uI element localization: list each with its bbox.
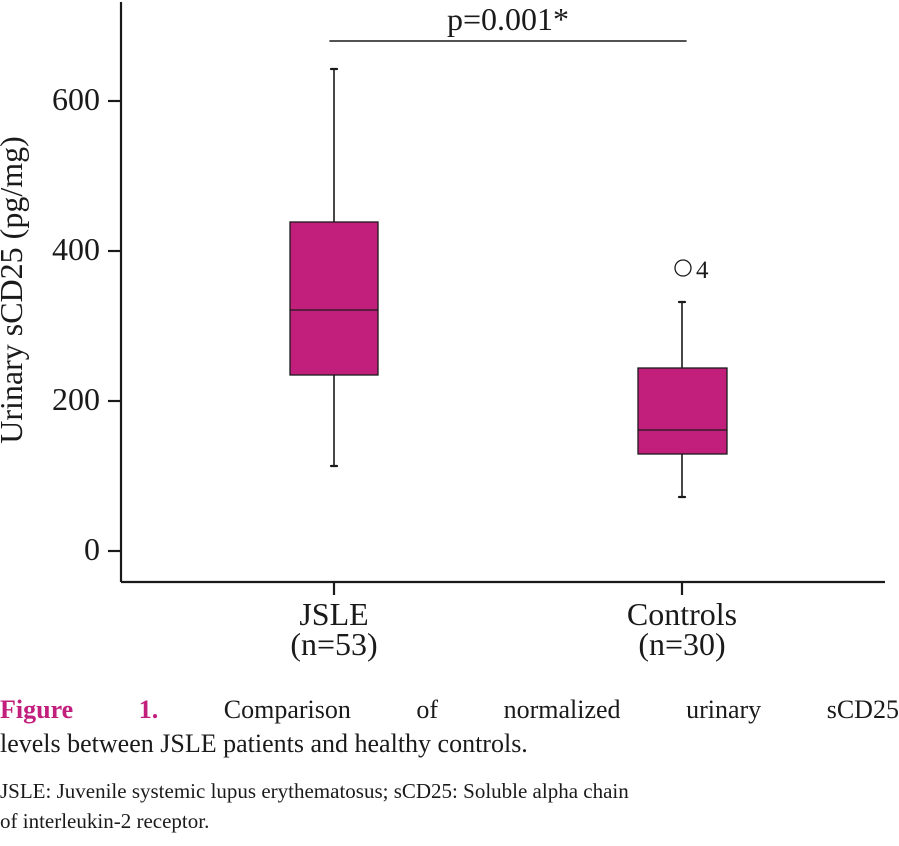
svg-text:4: 4: [696, 257, 709, 284]
svg-text:400: 400: [52, 231, 100, 267]
svg-text:p=0.001*: p=0.001*: [447, 1, 569, 37]
svg-text:200: 200: [52, 381, 100, 417]
svg-text:(n=30): (n=30): [638, 626, 725, 662]
svg-text:(n=53): (n=53): [290, 626, 377, 662]
svg-text:Urinary sCD25 (pg/mg): Urinary sCD25 (pg/mg): [0, 136, 29, 444]
svg-text:600: 600: [52, 81, 100, 117]
svg-text:0: 0: [84, 531, 100, 567]
